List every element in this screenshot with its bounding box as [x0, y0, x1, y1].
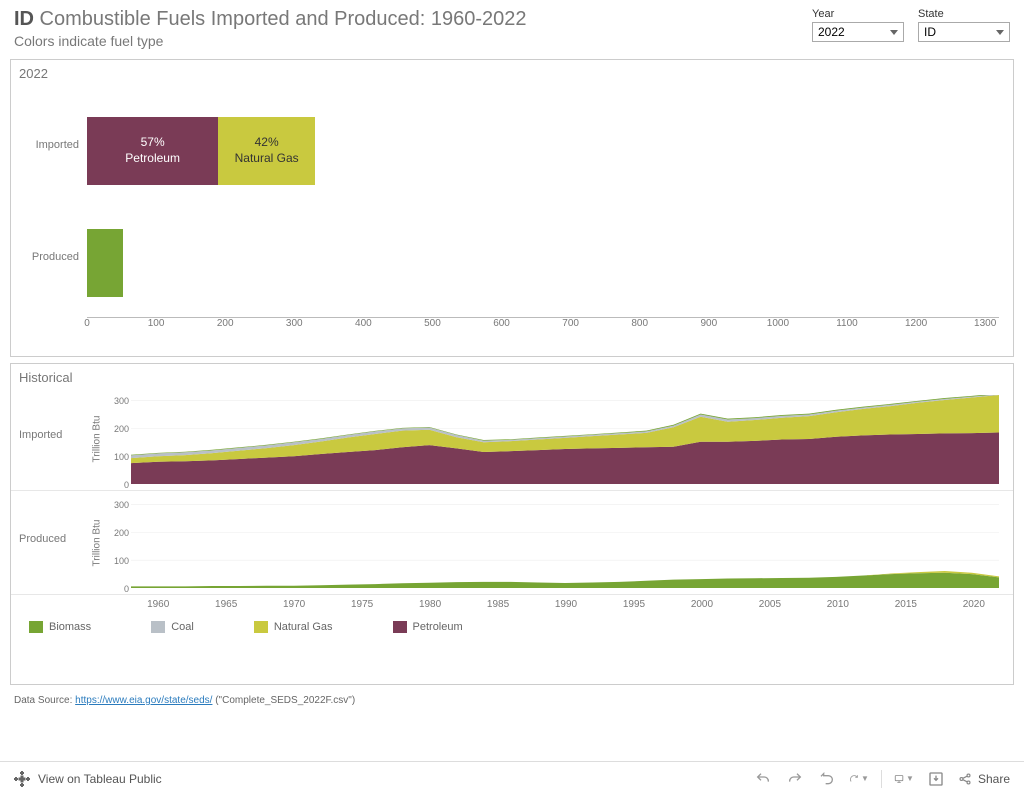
- view-on-tableau-button[interactable]: View on Tableau Public: [14, 771, 162, 787]
- download-button[interactable]: [926, 769, 946, 789]
- y-tick-label: 100: [109, 556, 129, 566]
- y-tick-label: 300: [109, 396, 129, 406]
- x-tick-label: 100: [148, 318, 165, 329]
- area-row: Imported Trillion Btu 0 100 200 300: [11, 387, 1013, 491]
- legend-item[interactable]: Biomass: [29, 621, 91, 633]
- x-tick-label: 1000: [767, 318, 789, 329]
- tableau-logo-icon: [14, 771, 30, 787]
- historical-area-panel: Historical Imported Trillion Btu 0 100 200 30…: [10, 363, 1014, 685]
- page-subtitle: Colors indicate fuel type: [14, 33, 527, 49]
- time-tick-label: 1960: [147, 599, 169, 610]
- legend-item[interactable]: Natural Gas: [254, 621, 333, 633]
- bar-segment-label: 42%Natural Gas: [235, 135, 299, 166]
- legend-label: Natural Gas: [274, 621, 333, 633]
- bar-segment[interactable]: 57%Petroleum: [87, 117, 218, 185]
- legend-swatch: [29, 621, 43, 633]
- y-tick-label: 200: [109, 424, 129, 434]
- area-row-label: Produced: [19, 533, 73, 545]
- x-tick-label: 200: [217, 318, 234, 329]
- time-tick-label: 2020: [963, 599, 985, 610]
- data-source-suffix: ("Complete_SEDS_2022F.csv"): [212, 695, 355, 706]
- area-row: Produced Trillion Btu 0 100 200 300: [11, 491, 1013, 595]
- legend-label: Coal: [171, 621, 194, 633]
- y-tick-label: 100: [109, 452, 129, 462]
- undo-button[interactable]: [753, 769, 773, 789]
- year-control: Year 2022: [812, 8, 904, 49]
- x-tick-label: 800: [631, 318, 648, 329]
- time-tick-label: 2000: [691, 599, 713, 610]
- bar-row-label: Produced: [23, 251, 79, 263]
- share-button[interactable]: Share: [958, 772, 1010, 786]
- time-tick-label: 1970: [283, 599, 305, 610]
- refresh-button[interactable]: ▼: [849, 769, 869, 789]
- area-series[interactable]: [131, 573, 999, 588]
- area-panel-title: Historical: [11, 364, 1013, 387]
- state-select[interactable]: ID: [918, 22, 1010, 42]
- data-source-link[interactable]: https://www.eia.gov/state/seds/: [75, 695, 212, 706]
- year-bar-panel: 2022 Imported 57%Petroleum 42%Natural Gas P…: [10, 59, 1014, 357]
- x-tick-label: 700: [562, 318, 579, 329]
- legend-label: Petroleum: [413, 621, 463, 633]
- state-control: State ID: [918, 8, 1010, 49]
- x-tick-label: 0: [84, 318, 90, 329]
- year-selected-value: 2022: [818, 25, 845, 39]
- year-label: Year: [812, 8, 904, 20]
- title-state: ID: [14, 8, 34, 30]
- y-tick-label: 300: [109, 500, 129, 510]
- legend: Biomass Coal Natural Gas Petroleum: [11, 617, 1013, 639]
- revert-button[interactable]: [817, 769, 837, 789]
- legend-label: Biomass: [49, 621, 91, 633]
- bar-segment[interactable]: [87, 229, 123, 297]
- footer-bar: View on Tableau Public ▼ ▼ Share: [0, 761, 1024, 795]
- x-tick-label: 600: [493, 318, 510, 329]
- time-tick-label: 1990: [555, 599, 577, 610]
- x-tick-label: 400: [355, 318, 372, 329]
- x-tick-label: 500: [424, 318, 441, 329]
- area-plot[interactable]: [131, 395, 999, 484]
- bar-row: Imported 57%Petroleum 42%Natural Gas: [11, 93, 1013, 197]
- state-label: State: [918, 8, 1010, 20]
- area-plot[interactable]: [131, 499, 999, 588]
- time-tick-label: 2010: [827, 599, 849, 610]
- y-axis-title: Trillion Btu: [92, 519, 103, 566]
- legend-swatch: [254, 621, 268, 633]
- bar-segment-label: 57%Petroleum: [125, 135, 180, 166]
- x-tick-label: 900: [700, 318, 717, 329]
- time-tick-label: 1985: [487, 599, 509, 610]
- y-tick-label: 0: [109, 480, 129, 490]
- legend-item[interactable]: Petroleum: [393, 621, 463, 633]
- data-source: Data Source: https://www.eia.gov/state/s…: [0, 691, 1024, 706]
- x-tick-label: 1300: [974, 318, 996, 329]
- view-on-tableau-label: View on Tableau Public: [38, 772, 162, 786]
- bar-panel-title: 2022: [11, 60, 1013, 83]
- x-tick-label: 1200: [905, 318, 927, 329]
- state-selected-value: ID: [924, 25, 936, 39]
- data-source-prefix: Data Source:: [14, 695, 75, 706]
- bar-segment[interactable]: 42%Natural Gas: [218, 117, 315, 185]
- legend-swatch: [151, 621, 165, 633]
- time-tick-label: 2015: [895, 599, 917, 610]
- title-rest: Combustible Fuels Imported and Produced:…: [34, 8, 527, 30]
- time-tick-label: 1980: [419, 599, 441, 610]
- redo-button[interactable]: [785, 769, 805, 789]
- bar-row: Produced: [11, 205, 1013, 309]
- bar-row-label: Imported: [23, 139, 79, 151]
- y-tick-label: 200: [109, 528, 129, 538]
- x-tick-label: 1100: [836, 318, 858, 329]
- time-tick-label: 2005: [759, 599, 781, 610]
- page-title: ID Combustible Fuels Imported and Produc…: [14, 8, 527, 31]
- share-icon: [958, 772, 972, 786]
- time-tick-label: 1995: [623, 599, 645, 610]
- legend-item[interactable]: Coal: [151, 621, 194, 633]
- x-tick-label: 300: [286, 318, 303, 329]
- year-select[interactable]: 2022: [812, 22, 904, 42]
- share-label: Share: [978, 772, 1010, 786]
- time-tick-label: 1965: [215, 599, 237, 610]
- legend-swatch: [393, 621, 407, 633]
- area-row-label: Imported: [19, 429, 73, 441]
- time-tick-label: 1975: [351, 599, 373, 610]
- y-axis-title: Trillion Btu: [92, 415, 103, 462]
- presentation-button[interactable]: ▼: [894, 769, 914, 789]
- y-tick-label: 0: [109, 584, 129, 594]
